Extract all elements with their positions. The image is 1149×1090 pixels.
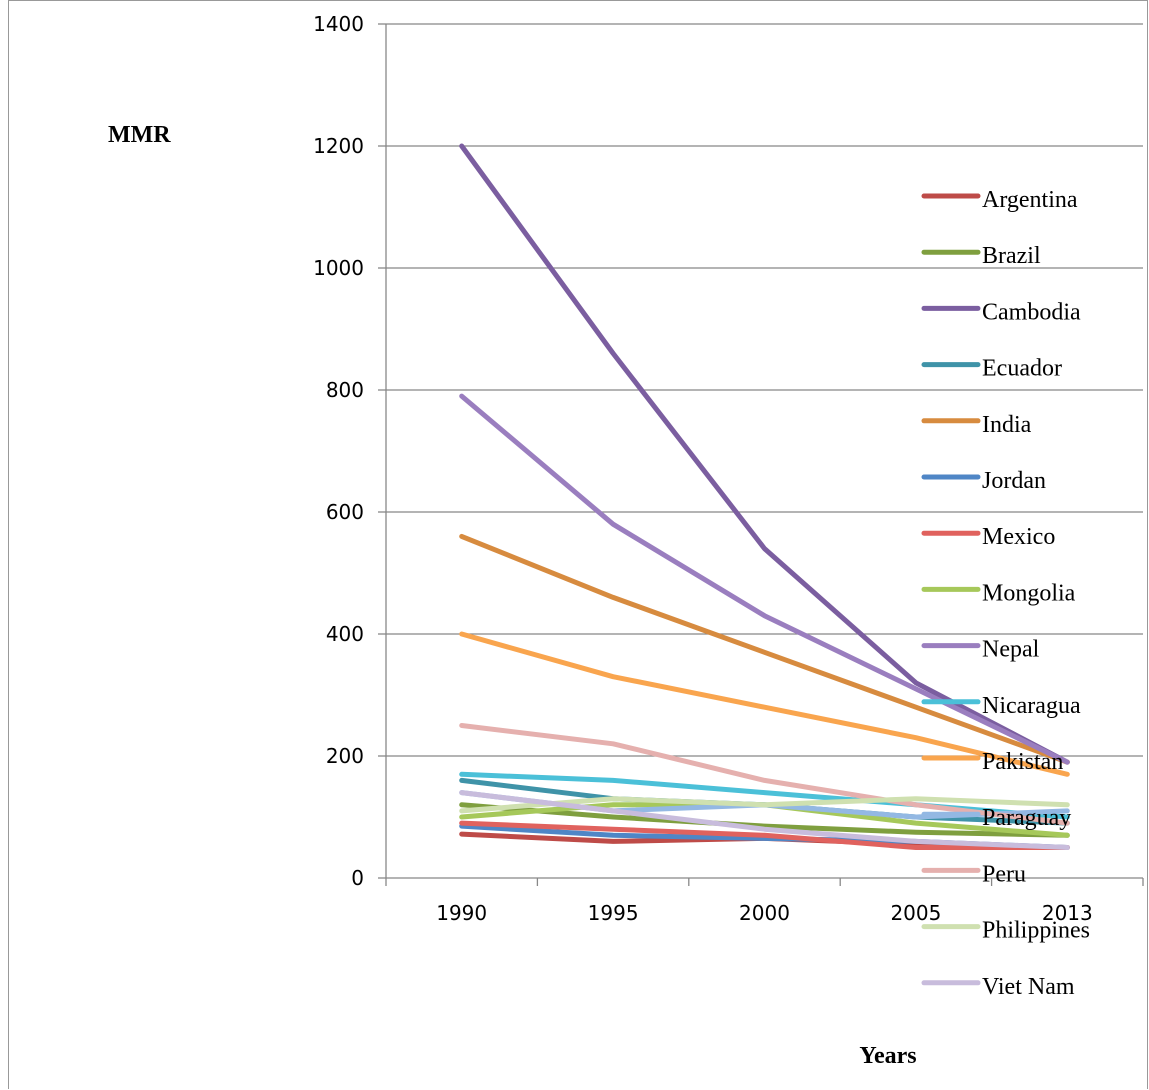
x-tick-label: 2000 (739, 901, 790, 925)
legend-label: Cambodia (982, 299, 1081, 325)
legend-label: Viet Nam (982, 974, 1075, 1000)
legend-label: Mongolia (982, 580, 1076, 606)
legend-label: Jordan (982, 468, 1046, 494)
legend-label: Nicaragua (982, 693, 1081, 719)
series-line-peru (459, 723, 1070, 826)
series-line-india (459, 533, 1070, 765)
chart-frame (8, 0, 1148, 1089)
x-tick-label: 1995 (588, 901, 639, 925)
y-tick-label: 1000 (313, 256, 364, 280)
legend-label: Pakistan (982, 749, 1063, 775)
legend-label: Ecuador (982, 356, 1062, 382)
legend-label: Brazil (982, 243, 1041, 269)
x-tick-label: 1990 (436, 901, 487, 925)
legend-label: Philippines (982, 918, 1090, 944)
y-axis-title: MMR (108, 122, 171, 148)
legend-label: India (982, 412, 1032, 438)
series-line-mexico (459, 820, 1070, 850)
y-tick-label: 400 (326, 622, 364, 646)
axes (385, 24, 1143, 879)
x-tick-label: 2005 (890, 901, 941, 925)
y-tick-label: 1400 (313, 12, 364, 36)
gridlines (386, 23, 1143, 757)
legend-label: Nepal (982, 637, 1040, 663)
y-tick-label: 1200 (313, 134, 364, 158)
series-lines (459, 143, 1070, 850)
legend: Argentina Brazil Cambodia Ecuador India Jorda… (921, 187, 1090, 1000)
series-line-pakistan (459, 631, 1070, 777)
legend-label: Peru (982, 861, 1026, 887)
x-tick-label: 2013 (1042, 901, 1093, 925)
legend-label: Mexico (982, 524, 1055, 550)
y-axis-ticks: 0 200 400 600 800 1000 1200 1400 (313, 12, 386, 890)
series-line-brazil (459, 802, 1070, 838)
y-tick-label: 200 (326, 744, 364, 768)
series-line-nepal (459, 393, 1070, 765)
legend-label: Paraguay (982, 805, 1071, 831)
series-line-cambodia (459, 143, 1070, 765)
y-tick-label: 600 (326, 500, 364, 524)
y-tick-label: 0 (351, 866, 364, 890)
series-line-viet-nam (459, 790, 1070, 850)
x-axis-ticks: 1990 1995 2000 2005 2013 (385, 878, 1144, 925)
x-axis-title: Years (859, 1043, 916, 1069)
y-tick-label: 800 (326, 378, 364, 402)
legend-label: Argentina (982, 187, 1078, 213)
